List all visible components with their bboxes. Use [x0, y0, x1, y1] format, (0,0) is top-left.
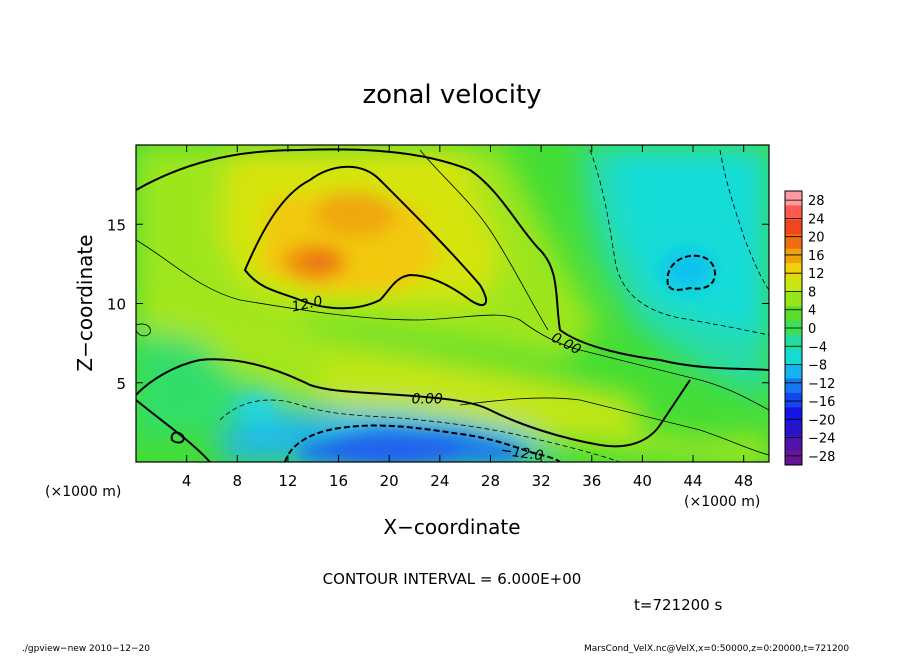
- contour-interval: CONTOUR INTERVAL = 6.000E+00: [323, 570, 582, 588]
- colorbar-tick-label: 12: [808, 267, 825, 282]
- footer-left: ./gpview−new 2010−12−20: [22, 644, 150, 654]
- y-axis: 5 10 15: [107, 216, 769, 393]
- colorbar-swatch: [785, 349, 802, 365]
- contour-6-mid: [419, 149, 549, 331]
- colorbar-swatch: [785, 335, 802, 351]
- colorbar-swatch: [785, 205, 802, 221]
- y-tick-label: 10: [107, 296, 126, 314]
- contour-neg6-right2: [719, 149, 769, 291]
- x-tick-label: 40: [633, 472, 652, 490]
- colorbar-tick-label: 24: [808, 212, 825, 227]
- contour-neg6-right: [589, 149, 769, 336]
- colorbar-tick-label: 4: [808, 304, 816, 319]
- colorbar: 28 24 20 16 12 8 4 0 −4 −8 −12 −16 −20 −24 −28: [784, 190, 835, 466]
- contour-label: 0.00: [412, 392, 443, 408]
- x-tick-label: 24: [430, 472, 449, 490]
- colorbar-swatch: [785, 277, 802, 293]
- colorbar-swatch: [785, 234, 802, 250]
- x-tick-label: 36: [582, 472, 601, 490]
- x-tick-label: 16: [329, 472, 348, 490]
- colorbar-swatch: [785, 450, 802, 466]
- x-tick-label: 48: [734, 472, 753, 490]
- time-stamp: t=721200 s: [634, 596, 722, 614]
- x-tick-label: 28: [481, 472, 500, 490]
- colorbar-tick-label: 8: [808, 285, 816, 300]
- contour-6-lower: [459, 397, 769, 456]
- x-axis: 4 8 12 16 20 24 28 32 36 40 44 48: [182, 145, 753, 490]
- colorbar-swatch: [785, 248, 802, 264]
- x-tick-label: 20: [380, 472, 399, 490]
- colorbar-tick-label: 28: [808, 194, 825, 209]
- colorbar-tick-label: −4: [808, 340, 827, 355]
- contour-label: 12.0: [290, 293, 324, 315]
- x-tick-label: 44: [683, 472, 702, 490]
- contour-neg12-lower: [284, 424, 561, 462]
- contour-6-upper: [136, 239, 769, 411]
- chart-title: zonal velocity: [362, 80, 541, 110]
- contour-neg6-lower: [219, 399, 621, 462]
- x-tick-label: 8: [233, 472, 243, 490]
- colorbar-tick-label: −24: [808, 432, 835, 447]
- contour-zero-lower-left: [136, 399, 211, 462]
- contour-zero-upper: [136, 148, 769, 371]
- colorbar-tick-label: −20: [808, 413, 835, 428]
- colorbar-swatch: [785, 219, 802, 235]
- contour-lines: [136, 148, 769, 462]
- contour-small-left: [170, 431, 185, 444]
- contour-small-left2: [136, 323, 151, 337]
- x-unit-right: (×1000 m): [684, 494, 760, 510]
- plot-area: [136, 145, 769, 462]
- contour-12-upper: [243, 165, 488, 310]
- colorbar-swatch: [785, 191, 802, 206]
- contour-zero-lower: [136, 358, 691, 448]
- colorbar-tick-label: 16: [808, 249, 825, 264]
- colorbar-swatch: [785, 291, 802, 307]
- colorbar-swatch: [785, 436, 802, 452]
- footer-right: MarsCond_VelX.nc@VelX,x=0:50000,z=0:2000…: [584, 644, 849, 654]
- colorbar-swatch: [785, 392, 802, 408]
- x-tick-label: 12: [278, 472, 297, 490]
- x-unit-left: (×1000 m): [45, 484, 121, 500]
- colorbar-tick-label: −12: [808, 377, 835, 392]
- field-highlights: [237, 190, 714, 462]
- colorbar-tick-label: −16: [808, 395, 835, 410]
- y-tick-label: 15: [107, 216, 126, 234]
- contour-neg12-right: [666, 254, 717, 291]
- colorbar-tick-label: 20: [808, 231, 825, 246]
- x-tick-label: 4: [182, 472, 192, 490]
- colorbar-swatch: [785, 306, 802, 322]
- colorbar-swatch: [785, 378, 802, 394]
- colorbar-swatch: [785, 263, 802, 279]
- colorbar-swatch: [785, 364, 802, 379]
- y-axis-label: Z−coordinate: [73, 234, 97, 371]
- x-tick-label: 32: [532, 472, 551, 490]
- colorbar-tick-label: −8: [808, 359, 827, 374]
- colorbar-tick-label: −28: [808, 450, 835, 465]
- colorbar-swatch: [785, 407, 802, 423]
- contour-label: −12.0: [500, 443, 545, 465]
- x-axis-label: X−coordinate: [383, 515, 520, 539]
- colorbar-swatch: [785, 421, 802, 437]
- y-tick-label: 5: [116, 375, 126, 393]
- colorbar-tick-label: 0: [808, 322, 816, 337]
